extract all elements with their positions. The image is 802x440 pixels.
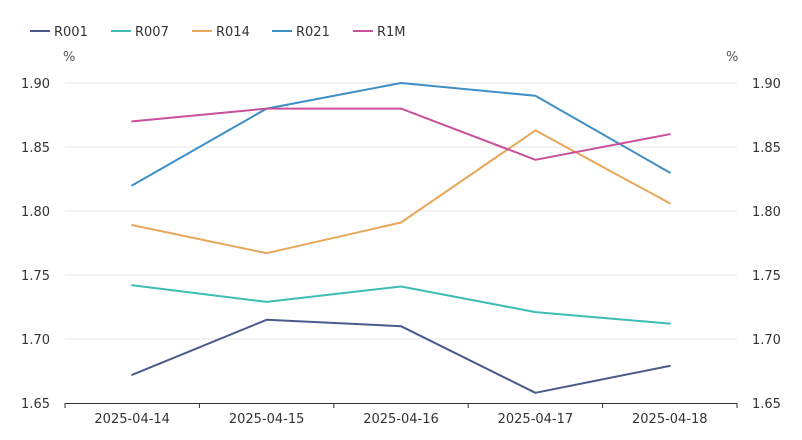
x-tick-label: 2025-04-16	[363, 412, 439, 427]
series-lines	[131, 82, 671, 394]
y-tick-label-right: 1.70	[752, 333, 781, 348]
y-tick-label-right: 1.90	[752, 77, 781, 92]
series-line-r014[interactable]	[131, 129, 671, 255]
legend-label: R001	[54, 25, 88, 40]
y-tick-label-right: 1.75	[752, 269, 781, 284]
legend-label: R1M	[377, 25, 406, 40]
series-line-r007[interactable]	[131, 284, 671, 325]
x-tick-label: 2025-04-14	[94, 412, 170, 427]
y-tick-label-right: 1.80	[752, 205, 781, 220]
y-tick-label-right: 1.85	[752, 141, 781, 156]
legend-item-r007[interactable]: R007	[111, 25, 169, 40]
legend-label: R021	[296, 25, 330, 40]
axes: 1.65 1.65 1.70 1.70 1.75 1.75 1.80 1.80 1.85 1.85…	[21, 77, 781, 427]
y-tick-label-left: 1.70	[21, 333, 50, 348]
series-line-r001[interactable]	[131, 318, 671, 394]
legend-label: R007	[135, 25, 169, 40]
y-tick-label-left: 1.80	[21, 205, 50, 220]
x-tick-label: 2025-04-15	[229, 412, 305, 427]
legend-item-r1m[interactable]: R1M	[353, 25, 406, 40]
grid-lines	[65, 82, 737, 340]
y-tick-label-left: 1.85	[21, 141, 50, 156]
legend-label: R014	[216, 25, 250, 40]
legend-item-r014[interactable]: R014	[192, 25, 250, 40]
x-tick-label: 2025-04-17	[498, 412, 574, 427]
legend-item-r021[interactable]: R021	[272, 25, 330, 40]
legend[interactable]: R001 R007 R014 R021 R1M	[30, 25, 406, 40]
legend-item-r001[interactable]: R001	[30, 25, 88, 40]
y-tick-label-left: 1.65	[21, 397, 50, 412]
y-axis-unit-right: %	[726, 50, 738, 65]
x-tick-label: 2025-04-18	[632, 412, 708, 427]
y-tick-label-left: 1.75	[21, 269, 50, 284]
series-line-r021[interactable]	[131, 82, 671, 187]
series-line-r1m[interactable]	[131, 107, 671, 161]
y-axis-unit-left: %	[63, 50, 75, 65]
y-tick-label-left: 1.90	[21, 77, 50, 92]
y-tick-label-right: 1.65	[752, 397, 781, 412]
